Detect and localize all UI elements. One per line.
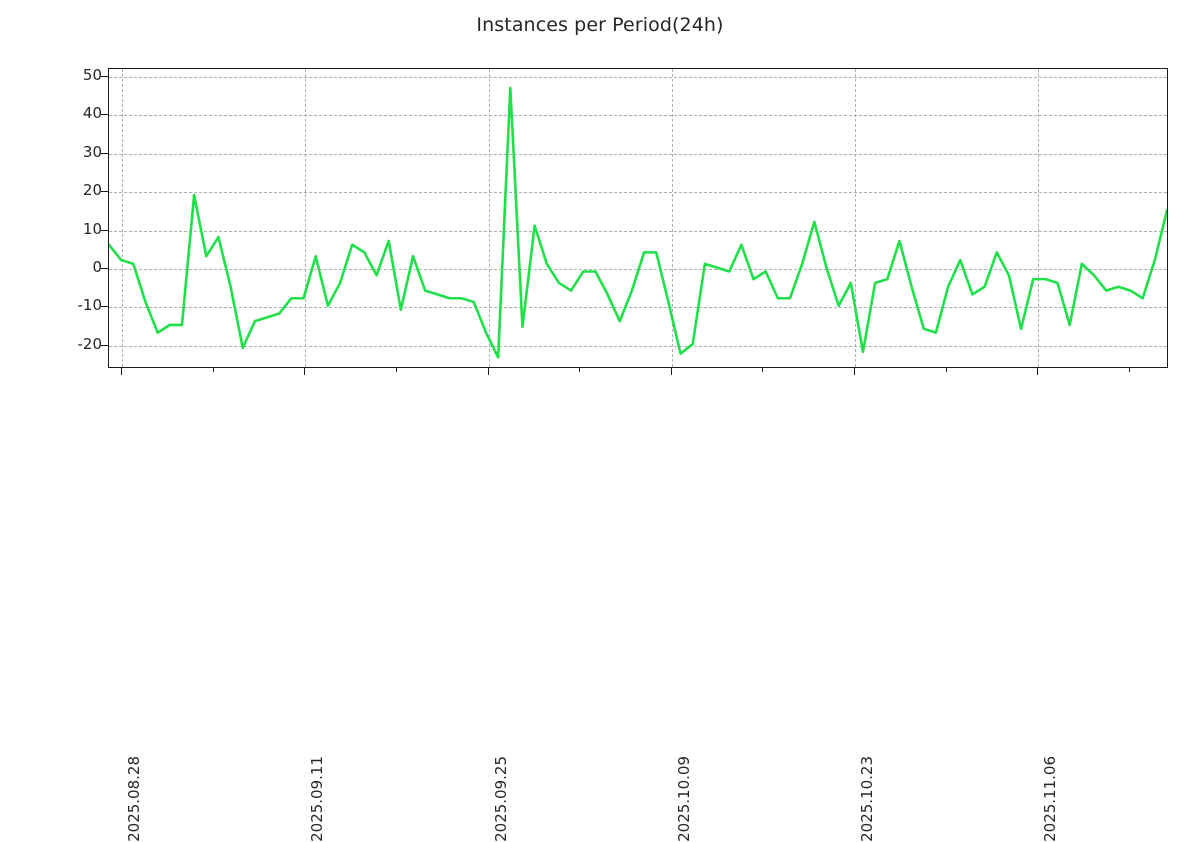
y-axis-tick-label: 30 bbox=[82, 142, 102, 161]
x-axis-tick-label: 2025.09.25 bbox=[491, 756, 510, 842]
x-axis-minor-tick-mark bbox=[395, 368, 397, 372]
x-axis-tick-mark bbox=[1037, 368, 1039, 375]
gridline-vertical bbox=[488, 69, 490, 367]
y-axis-tick-label: 10 bbox=[82, 219, 102, 238]
gridline-vertical bbox=[671, 69, 673, 367]
y-axis-tick-mark bbox=[101, 75, 108, 77]
y-axis-tick-mark bbox=[101, 344, 108, 346]
x-axis-minor-tick-mark bbox=[579, 368, 581, 372]
x-axis-tick-label: 2025.11.06 bbox=[1041, 756, 1060, 842]
x-axis-tick-label: 2025.10.09 bbox=[674, 756, 693, 842]
y-axis-tick-mark bbox=[101, 114, 108, 116]
gridline-horizontal bbox=[109, 115, 1167, 117]
x-axis-tick-mark bbox=[670, 368, 672, 375]
x-axis-tick-mark bbox=[487, 368, 489, 375]
gridline-vertical bbox=[1038, 69, 1040, 367]
x-axis-minor-tick-mark bbox=[212, 368, 214, 372]
gridline-vertical bbox=[305, 69, 307, 367]
chart-figure: Instances per Period(24h) -20 -10 0 10 20 30 4… bbox=[52, 0, 1168, 842]
y-axis-tick-label: 50 bbox=[82, 65, 102, 84]
series-polyline bbox=[109, 86, 1167, 359]
x-axis-tick-label: 2025.08.28 bbox=[125, 756, 144, 842]
x-axis-minor-tick-mark bbox=[762, 368, 764, 372]
y-axis-tick-label: -20 bbox=[77, 334, 103, 353]
gridline-horizontal bbox=[109, 153, 1167, 155]
x-axis-minor-tick-mark bbox=[945, 368, 947, 372]
gridline-vertical bbox=[854, 69, 856, 367]
y-axis-tick-mark bbox=[101, 191, 108, 193]
y-axis-tick-mark bbox=[101, 229, 108, 231]
gridline-horizontal bbox=[109, 230, 1167, 232]
y-axis-tick-labels: -20 -10 0 10 20 30 40 50 bbox=[52, 0, 103, 500]
gridline-horizontal bbox=[109, 307, 1167, 309]
gridline-horizontal bbox=[109, 192, 1167, 194]
gridline-horizontal bbox=[109, 76, 1167, 78]
gridline-vertical bbox=[122, 69, 124, 367]
plot-area bbox=[108, 68, 1168, 368]
y-axis-tick-mark bbox=[101, 268, 108, 269]
x-axis-tick-label: 2025.10.23 bbox=[857, 756, 876, 842]
x-axis-tick-label: 2025.09.11 bbox=[308, 756, 327, 842]
x-axis-minor-tick-mark bbox=[1128, 368, 1130, 372]
x-axis-tick-mark bbox=[304, 368, 306, 375]
y-axis-tick-label: -10 bbox=[77, 296, 103, 315]
y-axis-tick-label: 40 bbox=[82, 104, 102, 123]
x-axis-tick-mark bbox=[853, 368, 855, 375]
series-line-instances bbox=[109, 86, 1167, 359]
gridline-horizontal bbox=[109, 345, 1167, 347]
y-axis-tick-label: 20 bbox=[82, 181, 102, 200]
y-axis-tick-mark bbox=[101, 152, 108, 154]
y-axis-tick-label: 0 bbox=[92, 258, 102, 276]
y-axis-tick-mark bbox=[101, 306, 108, 308]
x-axis-tick-mark bbox=[121, 368, 123, 375]
chart-title: Instances per Period(24h) bbox=[476, 14, 724, 36]
